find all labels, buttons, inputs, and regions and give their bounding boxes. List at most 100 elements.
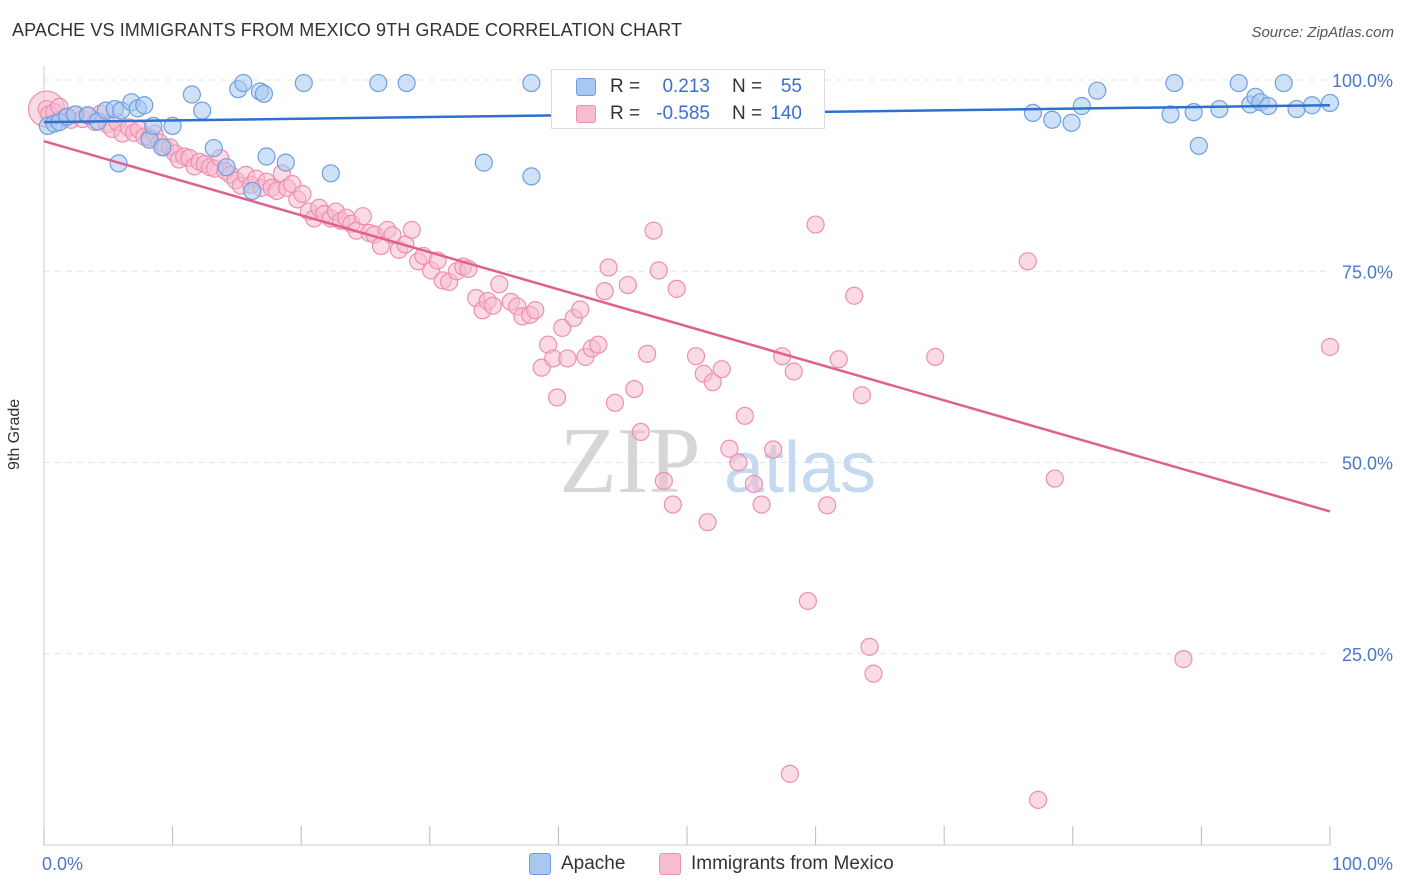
- mexico-point: [798, 591, 817, 611]
- apache-swatch: [576, 78, 596, 96]
- apache-point: [1072, 96, 1091, 116]
- mexico-point: [744, 474, 763, 494]
- legend-label-mexico: Immigrants from Mexico: [691, 853, 894, 874]
- apache-point: [254, 84, 274, 103]
- apache-point: [193, 101, 212, 120]
- mexico-point: [1320, 337, 1340, 357]
- mexico-point: [605, 393, 625, 412]
- apache-point: [257, 147, 276, 166]
- legend-swatch-mexico: [659, 853, 681, 875]
- apache-point: [1023, 103, 1043, 122]
- y-tick-label: 25.0%: [1342, 645, 1393, 665]
- series-apache-points: [38, 73, 1340, 201]
- mexico-point: [720, 439, 739, 458]
- mexico-point: [599, 258, 618, 277]
- apache-point: [1189, 136, 1208, 155]
- mexico-point: [829, 350, 848, 369]
- mexico-point: [926, 347, 945, 367]
- mexico-point: [712, 360, 731, 379]
- apache-point: [474, 153, 493, 172]
- watermark: ZIP atlas: [560, 409, 877, 513]
- y-tick-label: 50.0%: [1342, 454, 1393, 474]
- mexico-point: [353, 207, 373, 226]
- stats-box: R = 0.213 N = 55 R = -0.585 N = 140: [551, 69, 825, 129]
- apache-point: [1320, 93, 1340, 113]
- mexico-point: [618, 275, 637, 295]
- r-value: -0.585: [656, 103, 710, 124]
- watermark-zip: ZIP: [560, 409, 701, 513]
- mexico-point: [735, 406, 754, 425]
- apache-point: [276, 153, 295, 172]
- apache-point: [294, 73, 313, 93]
- tick-labels: 25.0% 50.0% 75.0% 100.0% 0.0% 100.0%: [42, 71, 1393, 874]
- apache-point: [321, 164, 340, 183]
- mexico-point: [845, 286, 864, 305]
- apache-point: [153, 138, 172, 157]
- apache-point: [135, 96, 154, 115]
- watermark-atlas: atlas: [724, 428, 876, 508]
- mexico-point: [638, 344, 657, 363]
- apache-point: [522, 167, 541, 186]
- apache-point: [1229, 73, 1248, 93]
- n-value: 140: [770, 103, 802, 124]
- legend-swatch-apache: [529, 853, 551, 875]
- mexico-point: [595, 282, 614, 301]
- x-tick-label: 100.0%: [1332, 854, 1393, 874]
- apache-point: [1274, 73, 1293, 93]
- r-label: R =: [610, 76, 641, 97]
- series-mexico-points: [27, 73, 1340, 809]
- mexico-point: [1174, 650, 1193, 669]
- mexico-point: [625, 379, 644, 399]
- apache-point: [369, 73, 388, 93]
- mexico-point: [729, 453, 748, 472]
- mexico-point: [1018, 252, 1037, 271]
- mexico-point: [483, 296, 502, 315]
- axes: [43, 66, 1331, 846]
- apache-point: [1210, 99, 1229, 119]
- mexico-point: [553, 318, 572, 337]
- apache-point: [204, 138, 223, 158]
- apache-point: [243, 181, 262, 201]
- mexico-point: [852, 386, 871, 405]
- mexico-point: [649, 261, 668, 280]
- mexico-point: [663, 495, 682, 514]
- mexico-point: [864, 664, 883, 683]
- mexico-point: [631, 422, 650, 441]
- apache-point: [217, 158, 236, 177]
- source-credit: Source: ZipAtlas.com: [1251, 24, 1394, 41]
- mexico-point: [293, 184, 312, 204]
- mexico-point: [571, 300, 590, 319]
- mexico-point: [490, 275, 509, 294]
- mexico-point: [703, 373, 722, 392]
- mexico-point: [818, 496, 837, 515]
- mexico-swatch: [576, 105, 596, 123]
- mexico-point: [686, 347, 706, 366]
- mexico-point: [764, 440, 783, 459]
- mexico-point: [654, 471, 673, 490]
- apache-point: [1161, 105, 1180, 124]
- grid-lines: [44, 79, 1330, 655]
- x-tick-label: 0.0%: [42, 854, 83, 874]
- mexico-point: [644, 221, 663, 240]
- n-label: N =: [732, 103, 763, 124]
- apache-point: [1287, 99, 1306, 119]
- chart-title: APACHE VS IMMIGRANTS FROM MEXICO 9TH GRA…: [12, 20, 683, 40]
- y-tick-label: 75.0%: [1342, 262, 1393, 282]
- apache-point: [1062, 113, 1081, 132]
- mexico-point: [526, 301, 545, 320]
- apache-point: [1043, 110, 1062, 129]
- apache-point: [234, 73, 253, 93]
- n-label: N =: [732, 76, 763, 97]
- mexico-point: [698, 513, 717, 532]
- mexico-point: [806, 215, 825, 234]
- apache-point: [182, 85, 201, 104]
- mexico-point: [667, 279, 686, 298]
- mexico-point: [548, 388, 567, 407]
- mexico-point: [1028, 790, 1048, 809]
- n-value: 55: [780, 76, 802, 97]
- mexico-point: [752, 495, 771, 514]
- r-label: R =: [610, 103, 641, 124]
- r-value: 0.213: [662, 76, 710, 97]
- mexico-point: [780, 764, 799, 783]
